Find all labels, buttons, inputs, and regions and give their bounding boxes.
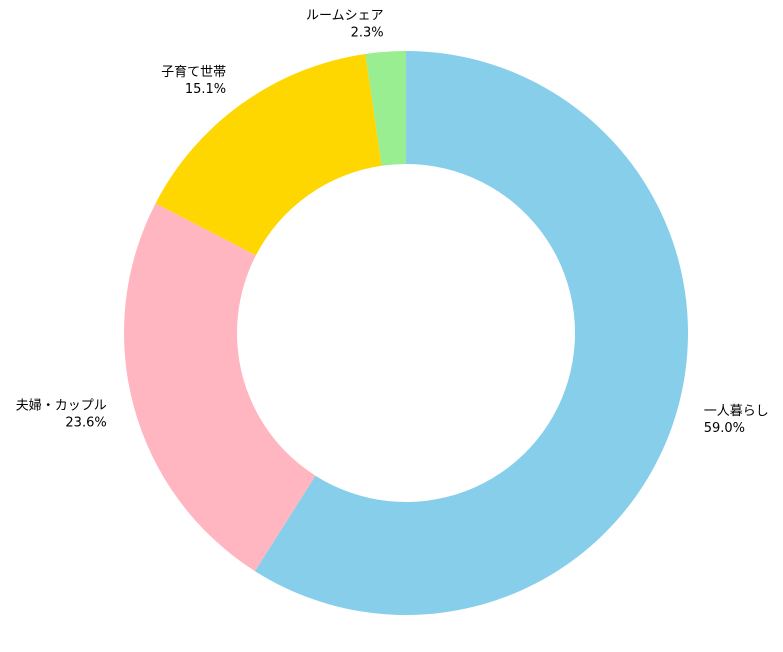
donut-slice (365, 51, 406, 166)
donut-slice (123, 203, 316, 572)
donut-slice (155, 53, 382, 256)
slice-label: 子育て世帯 (161, 64, 226, 80)
slice-label: ルームシェア (306, 8, 384, 23)
slice-value-label: 23.6% (65, 415, 106, 430)
slice-value-label: 59.0% (704, 421, 745, 436)
slice-value-label: 2.3% (351, 25, 384, 40)
donut-slice (254, 51, 689, 615)
slice-value-label: 15.1% (185, 82, 226, 97)
slice-label: 一人暮らし (704, 404, 769, 419)
slice-label: 夫婦・カップル (16, 397, 107, 413)
